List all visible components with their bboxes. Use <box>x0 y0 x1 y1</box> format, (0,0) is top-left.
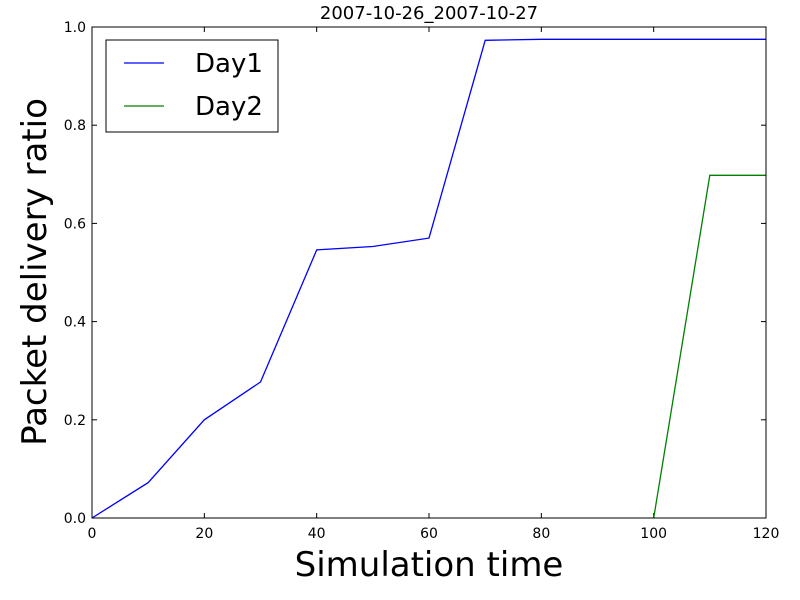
series-line-day1 <box>91 38 766 519</box>
y-tick-label: 1.0 <box>64 20 86 36</box>
x-tick-label: 40 <box>308 526 326 542</box>
y-tick-label: 0.0 <box>64 511 86 527</box>
y-tick-label: 0.6 <box>64 216 86 232</box>
y-axis-label: Packet delivery ratio <box>15 98 55 446</box>
y-tick-label: 0.4 <box>64 315 86 331</box>
legend: Day1 Day2 <box>105 39 279 133</box>
x-axis-label: Simulation time <box>295 545 564 585</box>
legend-label-day2: Day2 <box>195 92 263 122</box>
x-tick-label: 120 <box>753 526 780 542</box>
series-line-day2 <box>653 174 766 519</box>
y-tick-label: 0.2 <box>64 413 86 429</box>
ticks: 0 20 40 60 80 100 120 0.0 0.2 0.4 0.6 0.8 1.0 <box>64 20 780 542</box>
x-tick-label: 60 <box>420 526 438 542</box>
legend-label-day1: Day1 <box>195 49 263 79</box>
x-tick-label: 100 <box>640 526 667 542</box>
x-tick-label: 80 <box>532 526 550 542</box>
legend-box <box>105 39 279 133</box>
plot-frame <box>91 26 767 519</box>
y-tick-label: 0.8 <box>64 118 86 134</box>
chart-title: 2007-10-26_2007-10-27 <box>320 3 538 24</box>
x-tick-label: 20 <box>195 526 213 542</box>
x-tick-label: 0 <box>88 526 97 542</box>
series-lines <box>91 38 766 519</box>
